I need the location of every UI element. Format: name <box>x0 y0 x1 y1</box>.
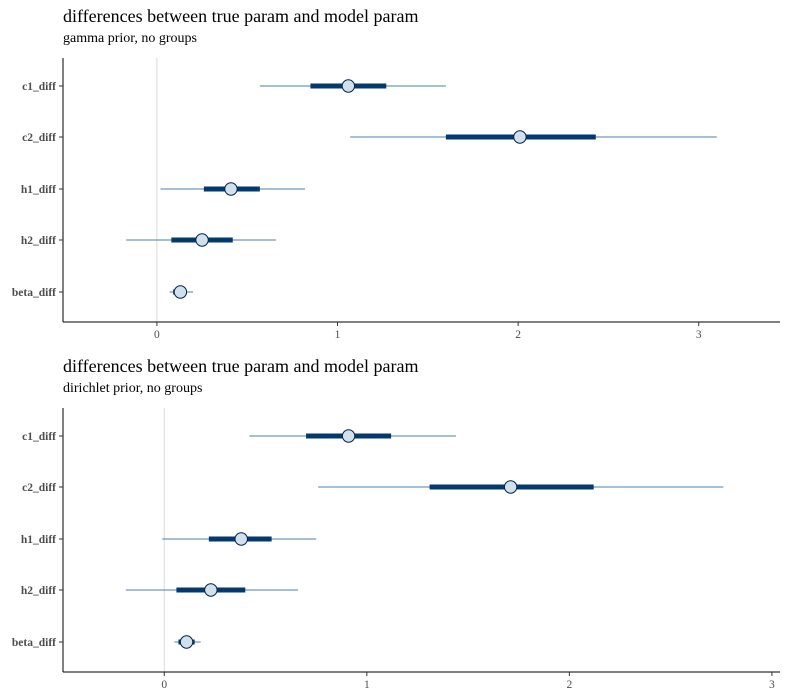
x-tick-label: 1 <box>364 679 370 691</box>
x-tick-label: 0 <box>154 329 160 341</box>
y-tick-label: beta_diff <box>12 287 56 299</box>
median-point-h1_diff <box>234 532 248 546</box>
x-tick-label: 3 <box>696 329 702 341</box>
y-tick-label: beta_diff <box>12 637 56 649</box>
median-point-c1_diff <box>341 429 356 443</box>
x-tick-label: 3 <box>769 679 775 691</box>
x-tick-label: 2 <box>515 329 521 341</box>
median-point-h2_diff <box>204 583 218 597</box>
median-point-c1_diff <box>341 79 356 93</box>
y-tick-label: h2_diff <box>21 585 56 597</box>
chart-panel-gamma: differences between true param and model… <box>12 6 780 341</box>
y-tick-label: c2_diff <box>22 482 56 494</box>
median-point-beta_diff <box>179 635 194 649</box>
interval-plot: 0 1 2 3 c1_diff c2_diff h1_diff h2_diff beta_dif… <box>12 58 780 341</box>
chart-panel-dirichlet: differences between true param and model… <box>0 350 788 700</box>
x-tick-label: 2 <box>566 679 572 691</box>
x-tick-label: 1 <box>335 329 341 341</box>
median-point-c2_diff <box>513 130 527 144</box>
y-tick-label: c1_diff <box>22 431 56 443</box>
y-tick-label: h2_diff <box>21 235 56 247</box>
chart-subtitle: dirichlet prior, no groups <box>63 381 203 396</box>
x-tick-label: 0 <box>161 679 167 691</box>
median-point-c2_diff <box>503 480 518 494</box>
y-tick-label: c2_diff <box>22 132 56 144</box>
median-point-beta_diff <box>173 285 188 299</box>
chart-title: differences between true param and model… <box>63 6 419 26</box>
interval-plot: 0 1 2 3 c1_diff c2_diff h1_diff h2_diff beta_dif… <box>12 408 780 691</box>
median-point-h2_diff <box>195 233 209 247</box>
chart-title: differences between true param and model… <box>63 356 419 376</box>
y-tick-label: c1_diff <box>22 81 56 93</box>
median-point-h1_diff <box>224 182 238 196</box>
y-tick-label: h1_diff <box>21 184 56 196</box>
chart-subtitle: gamma prior, no groups <box>63 31 197 46</box>
y-tick-label: h1_diff <box>21 534 56 546</box>
